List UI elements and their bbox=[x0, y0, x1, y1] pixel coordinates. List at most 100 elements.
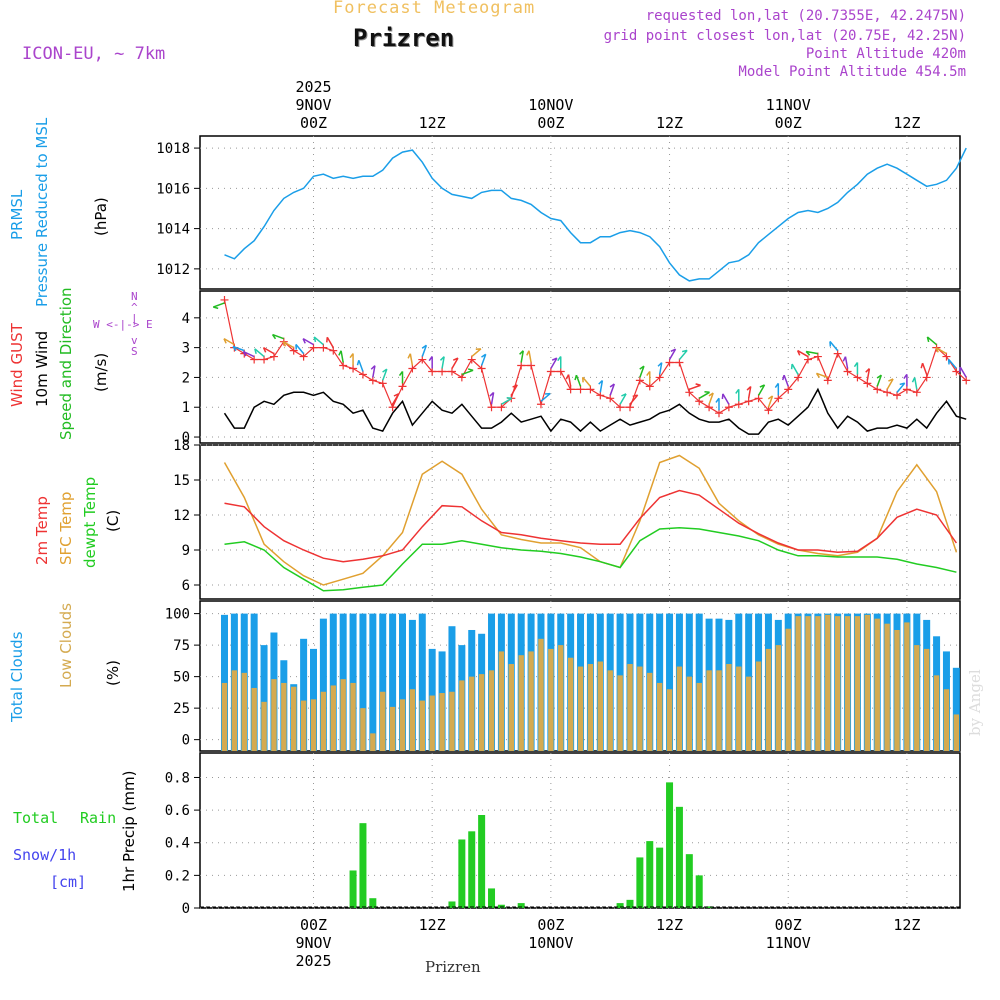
low-cloud-bar bbox=[459, 680, 465, 751]
gust-marker bbox=[339, 361, 348, 370]
low-cloud-bar bbox=[528, 651, 534, 751]
low-cloud-bar bbox=[567, 657, 574, 751]
bottom-hour-label: 00Z bbox=[537, 916, 564, 934]
compass-we: W <-|-> E bbox=[93, 318, 153, 331]
wind-direction-arrow bbox=[774, 382, 780, 396]
snow-label: Snow/1h bbox=[13, 846, 77, 864]
gust-marker bbox=[497, 403, 506, 412]
wind-direction-arrow bbox=[629, 394, 639, 405]
wind-direction-arrow bbox=[262, 346, 275, 355]
wind-direction-arrow bbox=[829, 340, 839, 352]
clouds-unit: (%) bbox=[104, 660, 122, 686]
rain-bar bbox=[517, 903, 525, 908]
gust-marker bbox=[378, 379, 387, 388]
total-cloud-bar bbox=[666, 613, 674, 751]
wind-direction-arrow bbox=[338, 350, 344, 363]
wind-direction-arrow bbox=[391, 393, 400, 405]
wind-direction-arrow bbox=[212, 302, 225, 310]
gust-marker bbox=[576, 385, 585, 394]
pressure-label-1: PRMSL bbox=[8, 189, 26, 240]
total-cloud-bar bbox=[399, 613, 407, 751]
total-clouds-label: Total Clouds bbox=[8, 631, 26, 722]
wind-direction-arrow bbox=[232, 345, 245, 352]
model-label: ICON-EU, ~ 7km bbox=[22, 44, 166, 64]
low-cloud-bar bbox=[864, 614, 871, 751]
footer-location: Prizren bbox=[425, 958, 481, 976]
top-hour-label: 00Z bbox=[300, 114, 327, 132]
gust-marker bbox=[813, 352, 822, 361]
temp-tick-label: 6 bbox=[182, 578, 190, 594]
pressure-tick-label: 1018 bbox=[156, 141, 190, 157]
low-cloud-bar bbox=[310, 699, 317, 751]
low-cloud-bar bbox=[330, 685, 336, 751]
low-cloud-bar bbox=[706, 670, 712, 751]
total-cloud-bar bbox=[379, 613, 387, 751]
low-cloud-bar bbox=[251, 687, 257, 751]
precip-tick-label: 0 bbox=[182, 901, 190, 917]
gust-marker bbox=[250, 355, 259, 364]
top-hour-label: 00Z bbox=[537, 114, 564, 132]
wind-direction-arrow bbox=[935, 346, 947, 355]
gust-marker bbox=[299, 352, 308, 361]
wind-direction-arrow bbox=[721, 393, 730, 405]
gust-marker bbox=[606, 394, 615, 403]
pressure-tick-label: 1012 bbox=[156, 262, 190, 278]
gust-marker bbox=[596, 391, 605, 400]
snow-unit-label: [cm] bbox=[50, 873, 87, 891]
low-cloud-bar bbox=[637, 666, 643, 751]
wind-direction-arrow bbox=[550, 357, 558, 369]
precip-axis-label: 1hr Precip (mm) bbox=[120, 770, 138, 892]
rain-bar bbox=[359, 823, 367, 908]
gust-marker bbox=[794, 373, 803, 382]
wind-direction-arrow bbox=[926, 336, 938, 346]
rain-bar bbox=[369, 898, 377, 908]
gust-marker bbox=[358, 370, 367, 379]
low-cloud-bar bbox=[736, 666, 742, 751]
wind-direction-arrow bbox=[326, 336, 334, 349]
low-cloud-bar bbox=[795, 616, 801, 751]
bottom-year-label: 2025 bbox=[295, 952, 331, 970]
gust-marker bbox=[734, 400, 743, 409]
gust-marker bbox=[942, 352, 951, 361]
rain-bar bbox=[616, 903, 624, 908]
bottom-hour-label: 12Z bbox=[419, 916, 446, 934]
pressure-unit: (hPa) bbox=[92, 197, 110, 236]
low-cloud-bar bbox=[617, 675, 623, 751]
low-cloud-bar bbox=[676, 666, 683, 751]
gust-marker bbox=[764, 406, 773, 415]
gust-marker bbox=[655, 373, 664, 382]
total-cloud-bar bbox=[389, 613, 397, 751]
low-cloud-bar bbox=[696, 682, 702, 751]
wind-direction-arrow bbox=[782, 374, 789, 387]
gust-marker bbox=[536, 400, 545, 409]
low-cloud-bar bbox=[726, 664, 732, 751]
low-cloud-bar bbox=[745, 676, 752, 751]
bottom-hour-label: 12Z bbox=[656, 916, 683, 934]
gust-marker bbox=[883, 388, 892, 397]
gust-marker bbox=[309, 343, 318, 352]
wind-direction-arrow bbox=[451, 357, 459, 369]
rain-bar bbox=[695, 875, 703, 908]
bottom-hour-label: 00Z bbox=[300, 916, 327, 934]
wind-direction-arrow bbox=[242, 350, 255, 358]
gust-marker bbox=[616, 403, 625, 412]
low-cloud-bar bbox=[686, 676, 693, 751]
wind-direction-arrow bbox=[903, 373, 908, 387]
gust-marker bbox=[467, 355, 476, 364]
low-cloud-bar bbox=[775, 645, 782, 751]
low-cloud-bar bbox=[389, 706, 396, 751]
gust-marker bbox=[556, 367, 565, 376]
gust-marker bbox=[349, 364, 358, 373]
low-cloud-bar bbox=[785, 628, 791, 751]
wind-direction-arrow bbox=[480, 353, 487, 366]
temp-tick-label: 12 bbox=[173, 508, 190, 524]
total-cloud-bar bbox=[220, 614, 228, 751]
clouds-tick-label: 0 bbox=[182, 733, 190, 749]
bottom-hour-label: 12Z bbox=[893, 916, 920, 934]
wind-direction-arrow bbox=[398, 370, 404, 384]
low-cloud-bar bbox=[429, 695, 435, 751]
total-cloud-bar bbox=[250, 613, 258, 751]
low-cloud-bar bbox=[577, 666, 584, 751]
wind-direction-arrow bbox=[313, 336, 324, 346]
gust-marker bbox=[744, 397, 753, 406]
